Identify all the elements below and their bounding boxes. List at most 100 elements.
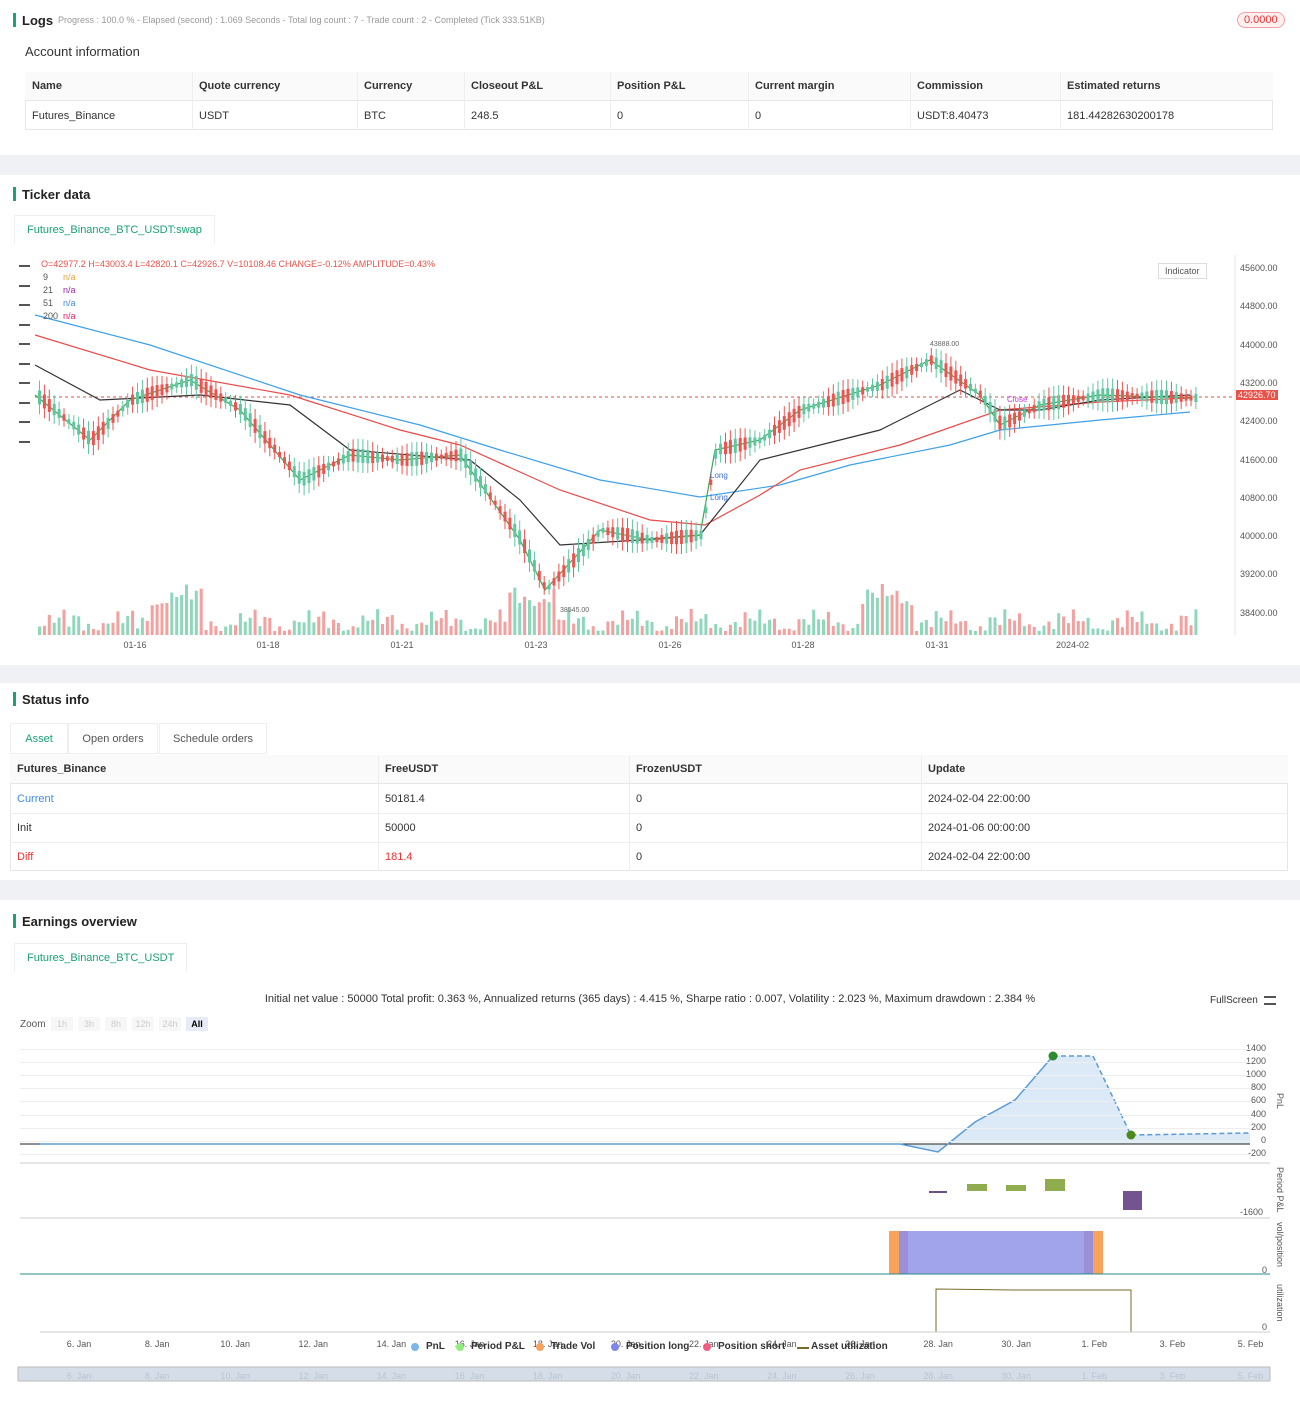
candle-body (758, 437, 762, 443)
volume-bar (753, 620, 757, 635)
legend-item[interactable]: Asset utilization (811, 1341, 888, 1352)
volume-bar (1116, 618, 1119, 635)
candle-body (645, 534, 649, 544)
volume-bar (1130, 616, 1134, 635)
tab[interactable] (159, 723, 267, 754)
volume-bar (675, 616, 678, 635)
candle-body (278, 451, 282, 457)
zoom-button[interactable]: 12h (132, 1017, 154, 1031)
toolbar-icon[interactable] (19, 440, 30, 443)
volume-bar (905, 601, 909, 635)
volume-bar (77, 616, 81, 635)
candle-body (185, 376, 188, 387)
volume-bar (72, 615, 76, 635)
volume-bar (792, 630, 796, 635)
volume-bar (885, 596, 889, 635)
volume-bar (552, 588, 556, 635)
volume-bar (611, 620, 615, 635)
candle-body (204, 381, 208, 396)
toolbar-icon[interactable] (19, 343, 30, 345)
volume-bar (52, 622, 56, 635)
legend-symbol[interactable] (536, 1343, 544, 1351)
volume-bar (425, 624, 429, 635)
toolbar-icon[interactable] (19, 421, 30, 423)
toolbar-icon[interactable] (19, 362, 30, 365)
toolbar-icon[interactable] (19, 304, 30, 306)
candle-body (371, 451, 375, 464)
volume-bar (145, 620, 149, 635)
candle-body (601, 527, 605, 533)
volume-bar (728, 624, 732, 635)
tab[interactable] (68, 723, 158, 754)
candle-body (910, 365, 914, 375)
zoom-button[interactable]: All (186, 1017, 208, 1031)
legend-symbol[interactable] (611, 1343, 619, 1351)
candle-body (1169, 391, 1173, 404)
toolbar-icon[interactable] (19, 284, 30, 287)
volume-bar (1071, 609, 1075, 635)
menu-icon[interactable] (1264, 996, 1276, 1005)
period-bar (929, 1191, 947, 1193)
zoom-button[interactable]: 24h (159, 1017, 181, 1031)
legend-symbol[interactable] (703, 1343, 711, 1351)
zoom-button[interactable]: 1h (51, 1017, 73, 1031)
tab[interactable] (10, 723, 68, 754)
table-cell: 2024-02-04 22:00:00 (928, 793, 1031, 805)
candle-body (361, 449, 365, 464)
section-title: Earnings overview (22, 914, 137, 929)
fullscreen-button[interactable]: FullScreen (1210, 995, 1258, 1006)
x-tick: 14. Jan (376, 1339, 407, 1349)
legend-item[interactable]: Position short (718, 1341, 786, 1352)
tab[interactable]: Futures_Binance_BTC_USDT:swap (14, 215, 215, 244)
tab-label[interactable]: Schedule orders (172, 733, 254, 745)
volume-bar (645, 620, 649, 635)
candle-body (895, 370, 899, 385)
navigator-tick: 3. Feb (1159, 1371, 1186, 1381)
tab-label[interactable]: Open orders (82, 733, 144, 745)
toolbar-icon[interactable] (19, 265, 30, 267)
zoom-button[interactable]: 3h (78, 1017, 100, 1031)
volume-bar (1018, 613, 1021, 635)
volume-bar (1140, 611, 1144, 635)
volume-bar (748, 618, 752, 635)
candle-body (322, 463, 326, 474)
volume-bar (895, 590, 899, 635)
candle-body (258, 424, 262, 439)
candle-body (400, 454, 404, 466)
volume-bar (116, 611, 120, 635)
tab-label[interactable]: Asset (25, 733, 53, 745)
candle-body (817, 401, 821, 408)
volume-bar (846, 630, 850, 635)
indicator-button[interactable]: Indicator (1158, 263, 1207, 279)
last-price: 42926.70 (1236, 390, 1278, 400)
legend-symbol[interactable] (411, 1343, 419, 1351)
zoom-button[interactable]: 8h (105, 1017, 127, 1031)
candle-body (675, 530, 678, 545)
tab[interactable]: Futures_Binance_BTC_USDT (14, 943, 188, 972)
candle-body (253, 418, 257, 433)
toolbar-icon[interactable] (19, 401, 30, 404)
candle-body (983, 395, 987, 406)
volume-bar (1125, 610, 1129, 635)
candle-body (1140, 392, 1144, 401)
table-header: Position P&L (617, 80, 686, 92)
legend-item[interactable]: Trade Vol (551, 1341, 596, 1352)
candle-body (1120, 390, 1124, 402)
toolbar-icon[interactable] (19, 382, 30, 384)
volume-bar (924, 619, 928, 635)
pnl-tick: 1200 (1245, 1056, 1266, 1067)
legend-item[interactable]: Period P&L (471, 1341, 525, 1352)
legend-item[interactable]: Position long (626, 1341, 690, 1352)
volume-bar (797, 619, 801, 635)
table-cell: BTC (364, 110, 386, 122)
legend-symbol[interactable] (797, 1347, 809, 1349)
volume-bar (1052, 629, 1056, 635)
section-title: Status info (22, 692, 90, 707)
legend-item[interactable]: PnL (426, 1341, 445, 1352)
toolbar-icon[interactable] (19, 323, 30, 326)
legend-symbol[interactable] (456, 1343, 464, 1351)
volume-bar (67, 626, 71, 635)
navigator[interactable] (17, 1366, 1271, 1382)
accent (13, 914, 16, 928)
volume-bar (62, 609, 66, 635)
